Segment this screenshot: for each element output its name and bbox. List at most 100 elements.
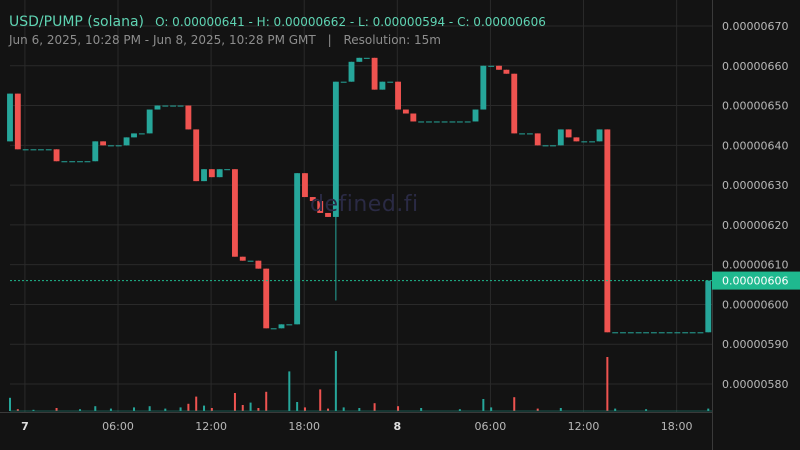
candle-body xyxy=(418,121,425,123)
candle-body xyxy=(239,256,246,261)
volume-bar xyxy=(614,408,617,411)
candle-body xyxy=(395,81,401,110)
candle-body xyxy=(627,332,634,334)
candle-body xyxy=(294,173,301,325)
candle-body xyxy=(689,332,696,334)
candle xyxy=(348,61,355,82)
candle xyxy=(30,149,37,151)
volume-bar xyxy=(257,408,260,411)
candle xyxy=(107,145,114,147)
x-tick-label: 18:00 xyxy=(661,420,693,433)
volume-bar xyxy=(148,406,151,411)
candle-body xyxy=(123,137,130,146)
candle-body xyxy=(286,324,293,326)
candle-body xyxy=(340,81,347,83)
candle xyxy=(410,113,417,122)
volume-bar xyxy=(187,403,190,411)
candle xyxy=(402,109,409,114)
candle xyxy=(177,105,184,107)
candle-body xyxy=(511,73,518,134)
volume-bar xyxy=(55,408,58,411)
candle xyxy=(115,145,122,147)
candle xyxy=(550,145,556,147)
candle xyxy=(325,212,331,217)
candle-body xyxy=(581,141,588,143)
volume-bar xyxy=(373,403,376,411)
volume-bar xyxy=(342,407,345,411)
candle-body xyxy=(278,324,285,329)
candle xyxy=(278,324,285,329)
volume-bar xyxy=(559,408,562,411)
symbol-name: USD/PUMP (solana) xyxy=(9,14,144,30)
candle-body xyxy=(464,121,471,123)
candle xyxy=(363,57,370,59)
candle xyxy=(131,133,137,138)
candle-body xyxy=(596,129,603,142)
candle xyxy=(511,73,518,134)
candle xyxy=(557,129,564,146)
candle-body xyxy=(456,121,463,123)
candle xyxy=(340,81,347,83)
candle xyxy=(263,268,270,329)
candle-body xyxy=(573,137,580,142)
candle xyxy=(53,149,60,162)
chart-header: USD/PUMP (solana) O: 0.00000641 - H: 0.0… xyxy=(9,11,546,30)
candle-body xyxy=(371,57,378,90)
candle-body xyxy=(697,332,704,334)
candle-body xyxy=(22,149,29,151)
volume-bar xyxy=(319,389,322,411)
candle xyxy=(581,141,588,143)
candle-body xyxy=(325,212,331,217)
candle-body xyxy=(170,105,177,107)
volume-bar xyxy=(133,407,136,411)
candle xyxy=(356,57,363,62)
candle-body xyxy=(131,133,137,138)
candle-body xyxy=(14,93,21,150)
candle-body xyxy=(565,129,572,138)
candle xyxy=(92,141,99,162)
candle xyxy=(84,161,91,163)
volume-bar xyxy=(210,408,213,411)
candle-body xyxy=(270,328,277,330)
candle xyxy=(682,332,689,334)
candle-body xyxy=(604,129,611,333)
candle xyxy=(14,93,21,150)
candle-body xyxy=(77,161,83,163)
candle xyxy=(146,109,153,134)
candle-body xyxy=(317,201,324,213)
candle xyxy=(332,81,339,301)
candle xyxy=(526,133,533,135)
candle xyxy=(433,121,440,123)
volume-bar xyxy=(109,408,112,411)
candle xyxy=(286,324,293,326)
volume-bar xyxy=(334,351,337,411)
candle-body xyxy=(115,145,122,147)
candle xyxy=(589,141,596,143)
date-range: Jun 6, 2025, 10:28 PM - Jun 8, 2025, 10:… xyxy=(9,33,316,47)
x-tick-label: 18:00 xyxy=(288,420,320,433)
y-tick-label: 0.00000580 xyxy=(722,378,788,391)
candle-body xyxy=(7,93,13,142)
candle xyxy=(379,81,386,90)
candle xyxy=(689,332,696,334)
candle-body xyxy=(534,133,541,146)
candle-body xyxy=(92,141,99,162)
volume-bar xyxy=(458,409,461,411)
candle xyxy=(612,332,619,334)
volume-bar xyxy=(9,397,11,411)
volume-bar xyxy=(79,409,82,411)
candle-body xyxy=(45,149,52,151)
candle xyxy=(449,121,456,123)
candle xyxy=(270,328,277,330)
candle-body xyxy=(146,109,153,134)
volume-bar xyxy=(241,405,244,411)
candle-body xyxy=(526,133,533,135)
header-separator: | xyxy=(327,33,332,47)
candle xyxy=(643,332,650,334)
candle xyxy=(216,169,223,178)
candle-body xyxy=(635,332,642,334)
candle-body xyxy=(232,169,238,257)
volume-bar xyxy=(233,393,236,411)
volume-bar xyxy=(179,407,182,411)
